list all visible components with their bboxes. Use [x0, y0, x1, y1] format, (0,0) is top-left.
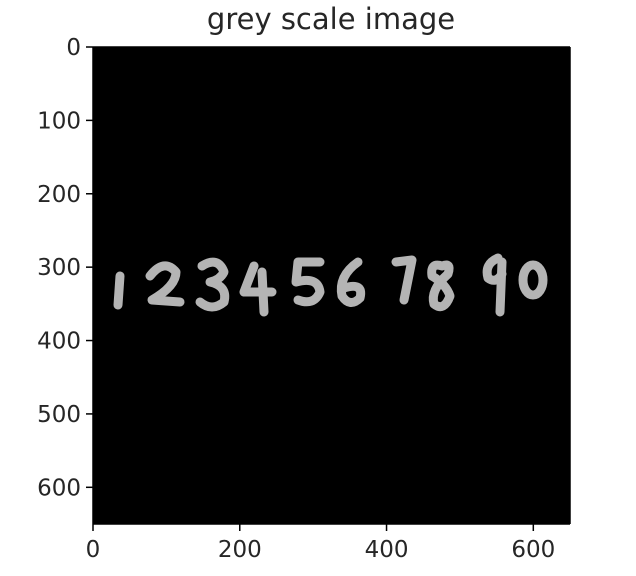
digits-group	[113, 253, 548, 317]
digit-1	[113, 271, 125, 310]
digit-2	[145, 261, 185, 307]
digit-7	[391, 255, 417, 305]
digit-4	[239, 261, 277, 317]
y-tick-label: 300	[37, 255, 81, 281]
y-tick-label: 600	[37, 475, 81, 501]
axes-frame	[92, 46, 571, 525]
digit-0	[518, 260, 548, 300]
y-tick-label: 500	[37, 402, 81, 428]
digit-5	[291, 257, 325, 307]
x-axis: 0 200 400 600	[86, 524, 555, 563]
y-tick-label: 200	[37, 182, 81, 208]
y-tick-label: 400	[37, 329, 81, 355]
digit-9	[482, 253, 507, 317]
digit-3	[195, 257, 230, 312]
digit-6	[336, 257, 366, 307]
x-tick-label: 0	[86, 537, 101, 563]
y-tick-label: 100	[37, 108, 81, 134]
y-tick-label: 0	[66, 35, 81, 61]
x-tick-label: 600	[511, 537, 555, 563]
x-tick-label: 400	[365, 537, 409, 563]
y-axis: 0 100 200 300 400 500 600	[37, 35, 93, 501]
x-tick-label: 200	[218, 537, 262, 563]
figure-title: grey scale image	[207, 2, 455, 36]
digit-8	[427, 260, 455, 312]
